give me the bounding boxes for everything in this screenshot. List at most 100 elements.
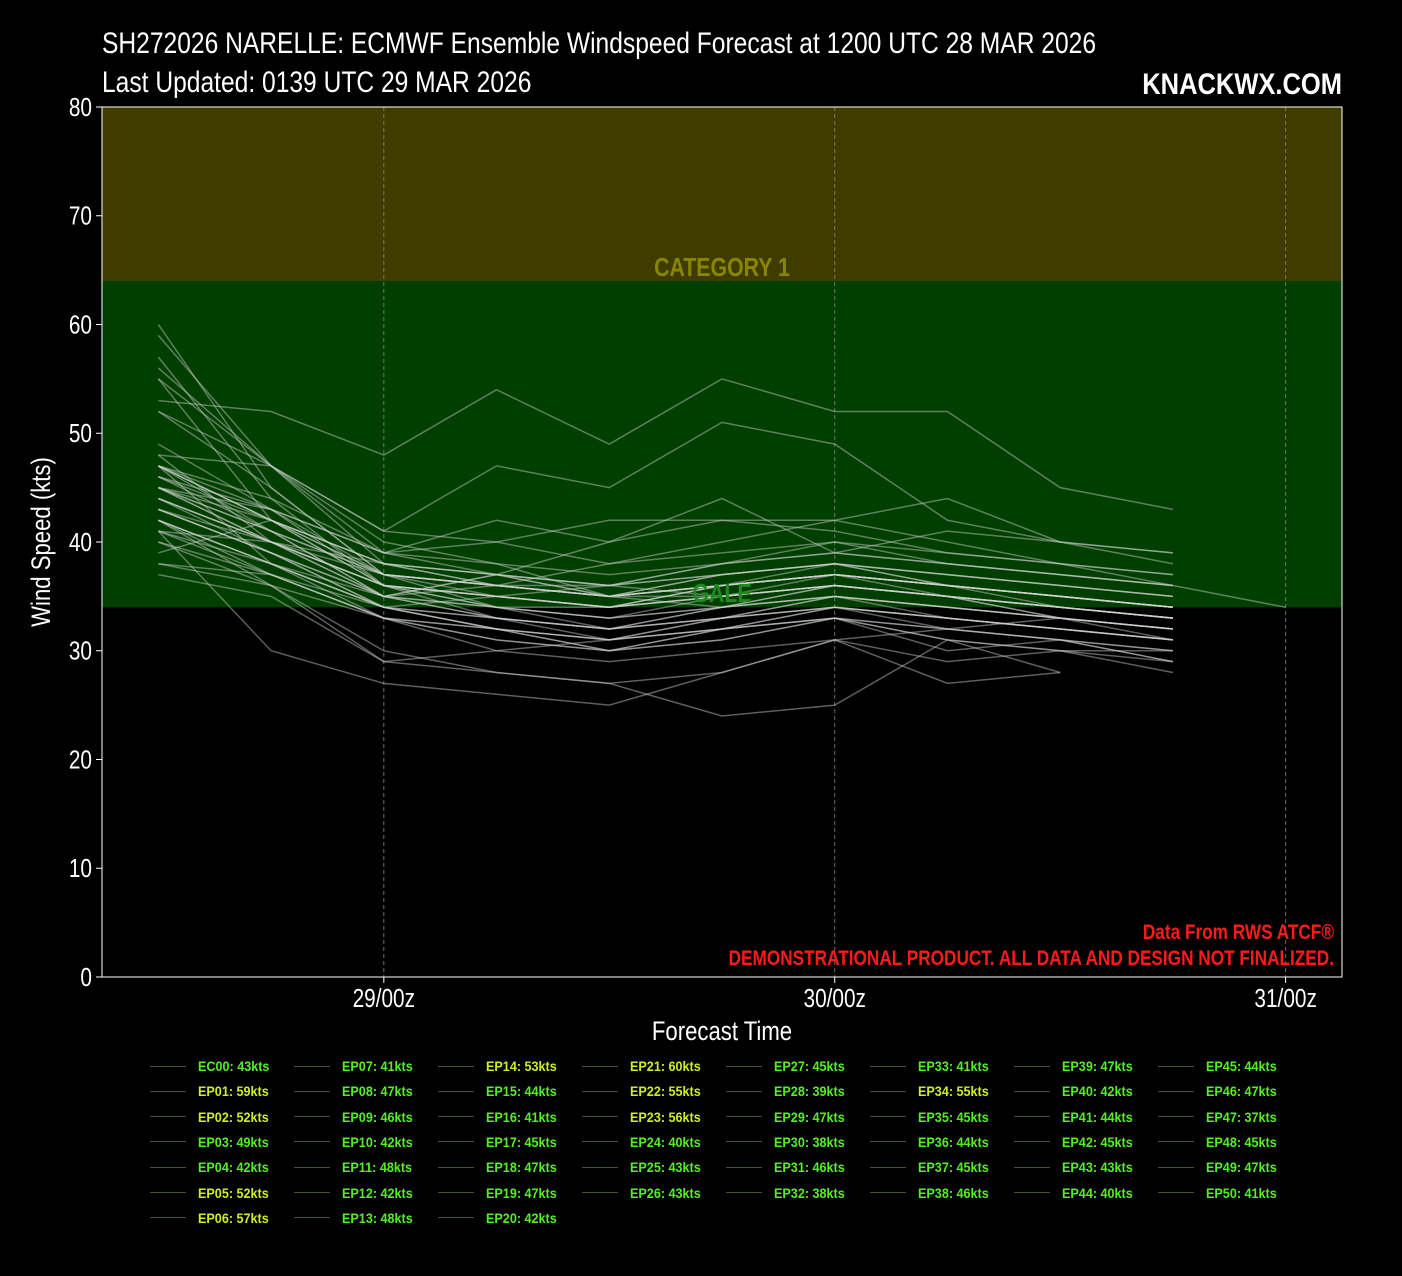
legend: EC00: 43kts EP01: 59kts EP02: 52kts EP03: 4…	[150, 1056, 1350, 1246]
legend-line-swatch	[582, 1065, 618, 1067]
legend-label: EP02: 52kts	[198, 1108, 269, 1125]
legend-label: EP44: 40kts	[1062, 1184, 1133, 1201]
series-line-ep46	[158, 465, 1173, 608]
legend-item: EP25: 43kts	[582, 1157, 709, 1177]
series-line-ep05	[157, 410, 1173, 619]
series-line-ep07	[157, 530, 1174, 706]
legend-item: EP07: 41kts	[294, 1056, 421, 1076]
legend-label: EP01: 59kts	[198, 1083, 269, 1100]
legend-line-swatch	[1158, 1116, 1194, 1118]
y-tick-label: 10	[69, 854, 92, 883]
legend-line-swatch	[1014, 1192, 1050, 1193]
legend-line-swatch	[1158, 1141, 1194, 1143]
legend-label: EP20: 42kts	[486, 1209, 557, 1226]
series-line-ep43	[158, 508, 1173, 630]
data-source-note: Data From RWS ATCF®	[1143, 922, 1334, 945]
series-line-ep41	[158, 497, 1173, 619]
legend-label: EP47: 37kts	[1206, 1108, 1277, 1125]
x-tick-label: 31/00z	[1254, 984, 1316, 1013]
legend-item: EP17: 45kts	[438, 1132, 565, 1152]
legend-label: EP31: 46kts	[774, 1159, 845, 1176]
legend-item: EP35: 45kts	[870, 1107, 997, 1127]
series-line-ep13	[158, 454, 1173, 576]
legend-line-swatch	[1158, 1065, 1194, 1067]
legend-item: EP23: 56kts	[582, 1107, 709, 1127]
chart-plot: CATEGORY 1 GALE 0 10 20 30 40 50 60 70 80 29/00z 30/…	[27, 93, 1343, 1047]
series-line-ep09	[158, 476, 1173, 630]
legend-line-swatch	[438, 1166, 474, 1168]
series-line-ep02	[158, 410, 1173, 630]
legend-label: EP43: 43kts	[1062, 1159, 1133, 1176]
legend-item: EC00: 43kts	[150, 1056, 277, 1076]
legend-line-swatch	[1014, 1141, 1050, 1143]
legend-label: EP45: 44kts	[1206, 1058, 1277, 1074]
legend-line-swatch	[294, 1141, 330, 1143]
legend-item: EP31: 46kts	[726, 1157, 853, 1177]
legend-item: EP46: 47kts	[1158, 1081, 1285, 1101]
legend-line-swatch	[438, 1090, 474, 1092]
series-line-ep36	[158, 497, 1173, 609]
legend-line-swatch	[726, 1065, 762, 1067]
legend-item: EP33: 41kts	[870, 1056, 997, 1076]
y-tick-label: 80	[69, 93, 92, 122]
legend-label: EP21: 60kts	[630, 1058, 701, 1074]
series-line-ep42	[158, 486, 1173, 608]
legend-item: EP37: 45kts	[870, 1157, 997, 1177]
legend-item: EP28: 39kts	[726, 1081, 853, 1101]
band-category-1	[102, 107, 1342, 281]
legend-item: EP30: 38kts	[726, 1132, 853, 1152]
legend-item: EP02: 52kts	[150, 1107, 277, 1127]
series-line-ep40	[158, 519, 1173, 630]
y-tick-label: 50	[69, 419, 92, 448]
legend-item: EP24: 40kts	[582, 1132, 709, 1152]
legend-line-swatch	[582, 1090, 618, 1092]
y-tick-label: 70	[69, 202, 92, 231]
legend-line-swatch	[150, 1090, 186, 1092]
legend-line-swatch	[150, 1192, 186, 1193]
legend-item: EP19: 47kts	[438, 1183, 565, 1203]
legend-label: EP13: 48kts	[342, 1209, 413, 1226]
legend-line-swatch	[438, 1141, 474, 1143]
series-line-ep12	[158, 519, 1173, 663]
legend-label: EP40: 42kts	[1062, 1083, 1133, 1100]
legend-line-swatch	[1014, 1065, 1050, 1067]
legend-label: EC00: 43kts	[198, 1058, 270, 1074]
legend-label: EP07: 41kts	[342, 1058, 413, 1074]
legend-label: EP29: 47kts	[774, 1108, 845, 1125]
legend-label: EP14: 53kts	[486, 1058, 557, 1074]
legend-label: EP25: 43kts	[630, 1159, 701, 1176]
legend-label: EP19: 47kts	[486, 1184, 557, 1201]
legend-line-swatch	[870, 1065, 906, 1067]
legend-item: EP26: 43kts	[582, 1183, 709, 1203]
legend-label: EP42: 45kts	[1062, 1133, 1133, 1150]
legend-label: EP22: 55kts	[630, 1083, 701, 1100]
legend-item: EP42: 45kts	[1014, 1132, 1141, 1152]
legend-item: EP05: 52kts	[150, 1183, 277, 1203]
series-line-ep25	[158, 508, 1173, 619]
legend-item: EP41: 44kts	[1014, 1107, 1141, 1127]
legend-item: EP04: 42kts	[150, 1157, 277, 1177]
series-line-ep38	[158, 476, 1173, 587]
legend-label: EP09: 46kts	[342, 1108, 413, 1125]
legend-item: EP21: 60kts	[582, 1056, 709, 1076]
legend-label: EP06: 57kts	[198, 1209, 269, 1226]
legend-item: EP08: 47kts	[294, 1081, 421, 1101]
legend-item: EP29: 47kts	[726, 1107, 853, 1127]
legend-label: EP11: 48kts	[342, 1159, 413, 1176]
legend-line-swatch	[438, 1065, 474, 1067]
legend-item: EP09: 46kts	[294, 1107, 421, 1127]
band-gale	[102, 281, 1342, 608]
series-line-ep44	[158, 541, 1173, 652]
legend-label: EP15: 44kts	[486, 1083, 557, 1100]
series-line-ep19	[157, 465, 1173, 598]
band-label-category-1: CATEGORY 1	[654, 253, 790, 283]
chart-title: SH272026 NARELLE: ECMWF Ensemble Windspe…	[102, 27, 1097, 60]
legend-item: EP11: 48kts	[294, 1157, 420, 1177]
legend-label: EP34: 55kts	[918, 1083, 989, 1100]
legend-item: EP36: 44kts	[870, 1132, 997, 1152]
legend-line-swatch	[870, 1116, 906, 1118]
legend-label: EP04: 42kts	[198, 1159, 269, 1176]
legend-line-swatch	[150, 1116, 186, 1118]
series-line-ep28	[158, 519, 1173, 630]
legend-label: EP38: 46kts	[918, 1184, 989, 1201]
